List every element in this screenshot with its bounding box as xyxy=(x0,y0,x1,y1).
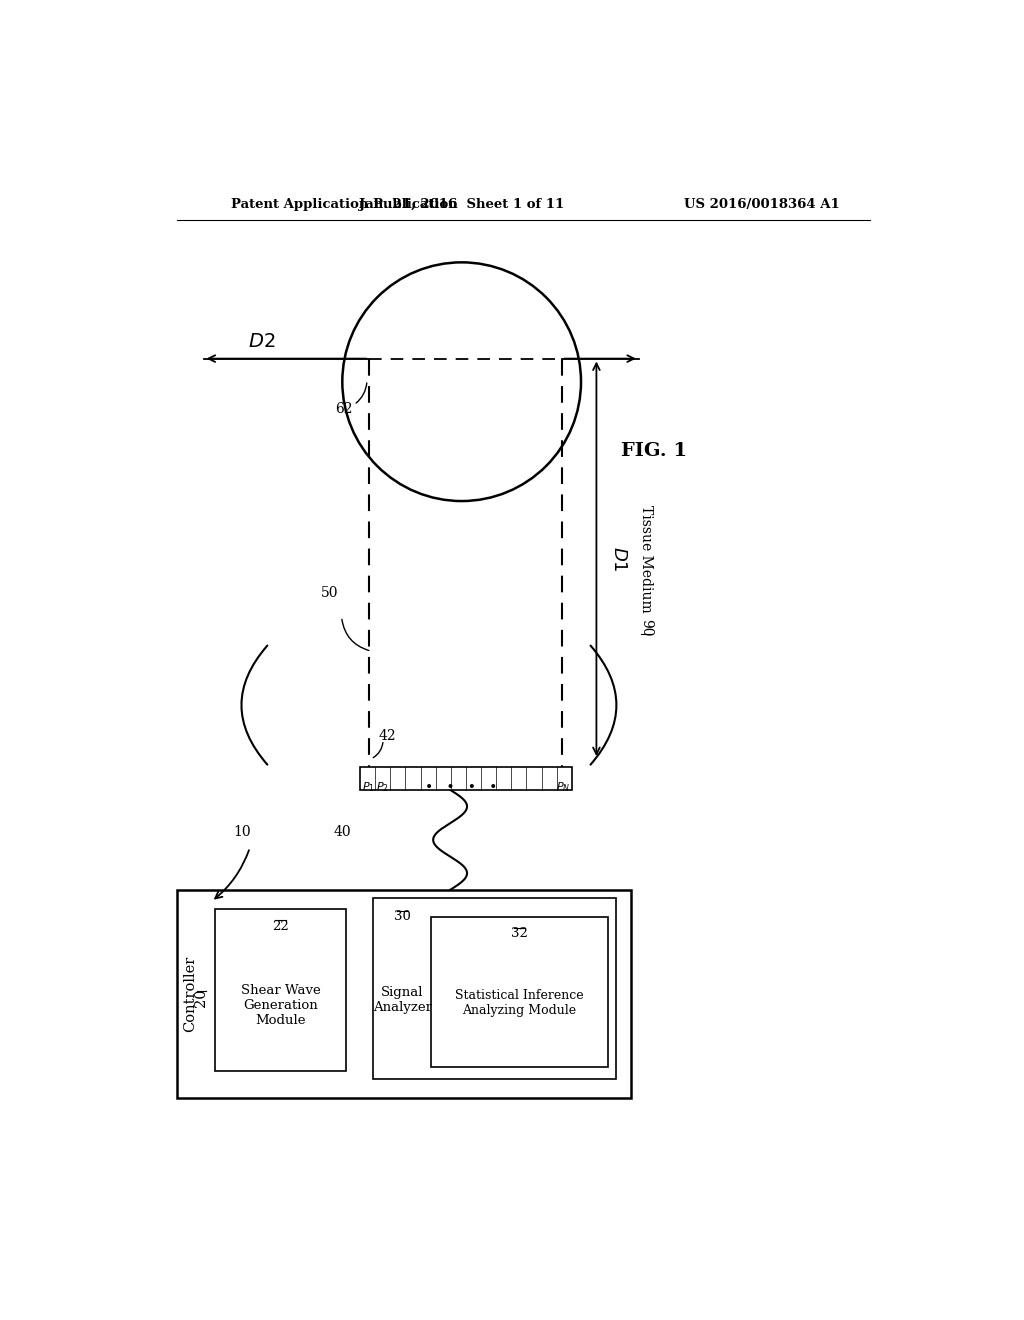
Text: $P_2$: $P_2$ xyxy=(376,780,389,793)
Text: Patent Application Publication: Patent Application Publication xyxy=(230,198,458,211)
Text: 90: 90 xyxy=(639,619,653,636)
Text: •   •   •   •: • • • • xyxy=(426,780,498,793)
Text: FIG. 1: FIG. 1 xyxy=(622,442,687,459)
Text: US 2016/0018364 A1: US 2016/0018364 A1 xyxy=(684,198,840,211)
Text: 20: 20 xyxy=(195,989,209,1007)
Text: 42: 42 xyxy=(379,729,396,743)
Text: $D2$: $D2$ xyxy=(248,333,275,351)
Text: $P_N$: $P_N$ xyxy=(556,780,570,793)
Text: $P_1$: $P_1$ xyxy=(361,780,375,793)
Text: 40: 40 xyxy=(334,825,351,840)
Bar xyxy=(360,767,571,789)
Text: 32: 32 xyxy=(511,927,527,940)
Text: Statistical Inference
Analyzing Module: Statistical Inference Analyzing Module xyxy=(455,990,584,1018)
Text: $D1$: $D1$ xyxy=(610,546,629,572)
Text: 62: 62 xyxy=(335,401,352,416)
Bar xyxy=(215,909,346,1071)
Text: 50: 50 xyxy=(321,586,338,601)
Text: 10: 10 xyxy=(233,825,251,840)
Text: Tissue Medium: Tissue Medium xyxy=(639,506,653,612)
Text: Signal
Analyzer: Signal Analyzer xyxy=(373,986,432,1014)
Text: Jan. 21, 2016  Sheet 1 of 11: Jan. 21, 2016 Sheet 1 of 11 xyxy=(359,198,564,211)
Text: Shear Wave
Generation
Module: Shear Wave Generation Module xyxy=(241,983,321,1027)
Bar xyxy=(177,890,631,1098)
Text: Controller: Controller xyxy=(183,956,198,1032)
Bar xyxy=(373,898,615,1078)
Text: 22: 22 xyxy=(272,920,289,933)
Text: 30: 30 xyxy=(394,911,411,924)
Bar xyxy=(431,917,608,1067)
